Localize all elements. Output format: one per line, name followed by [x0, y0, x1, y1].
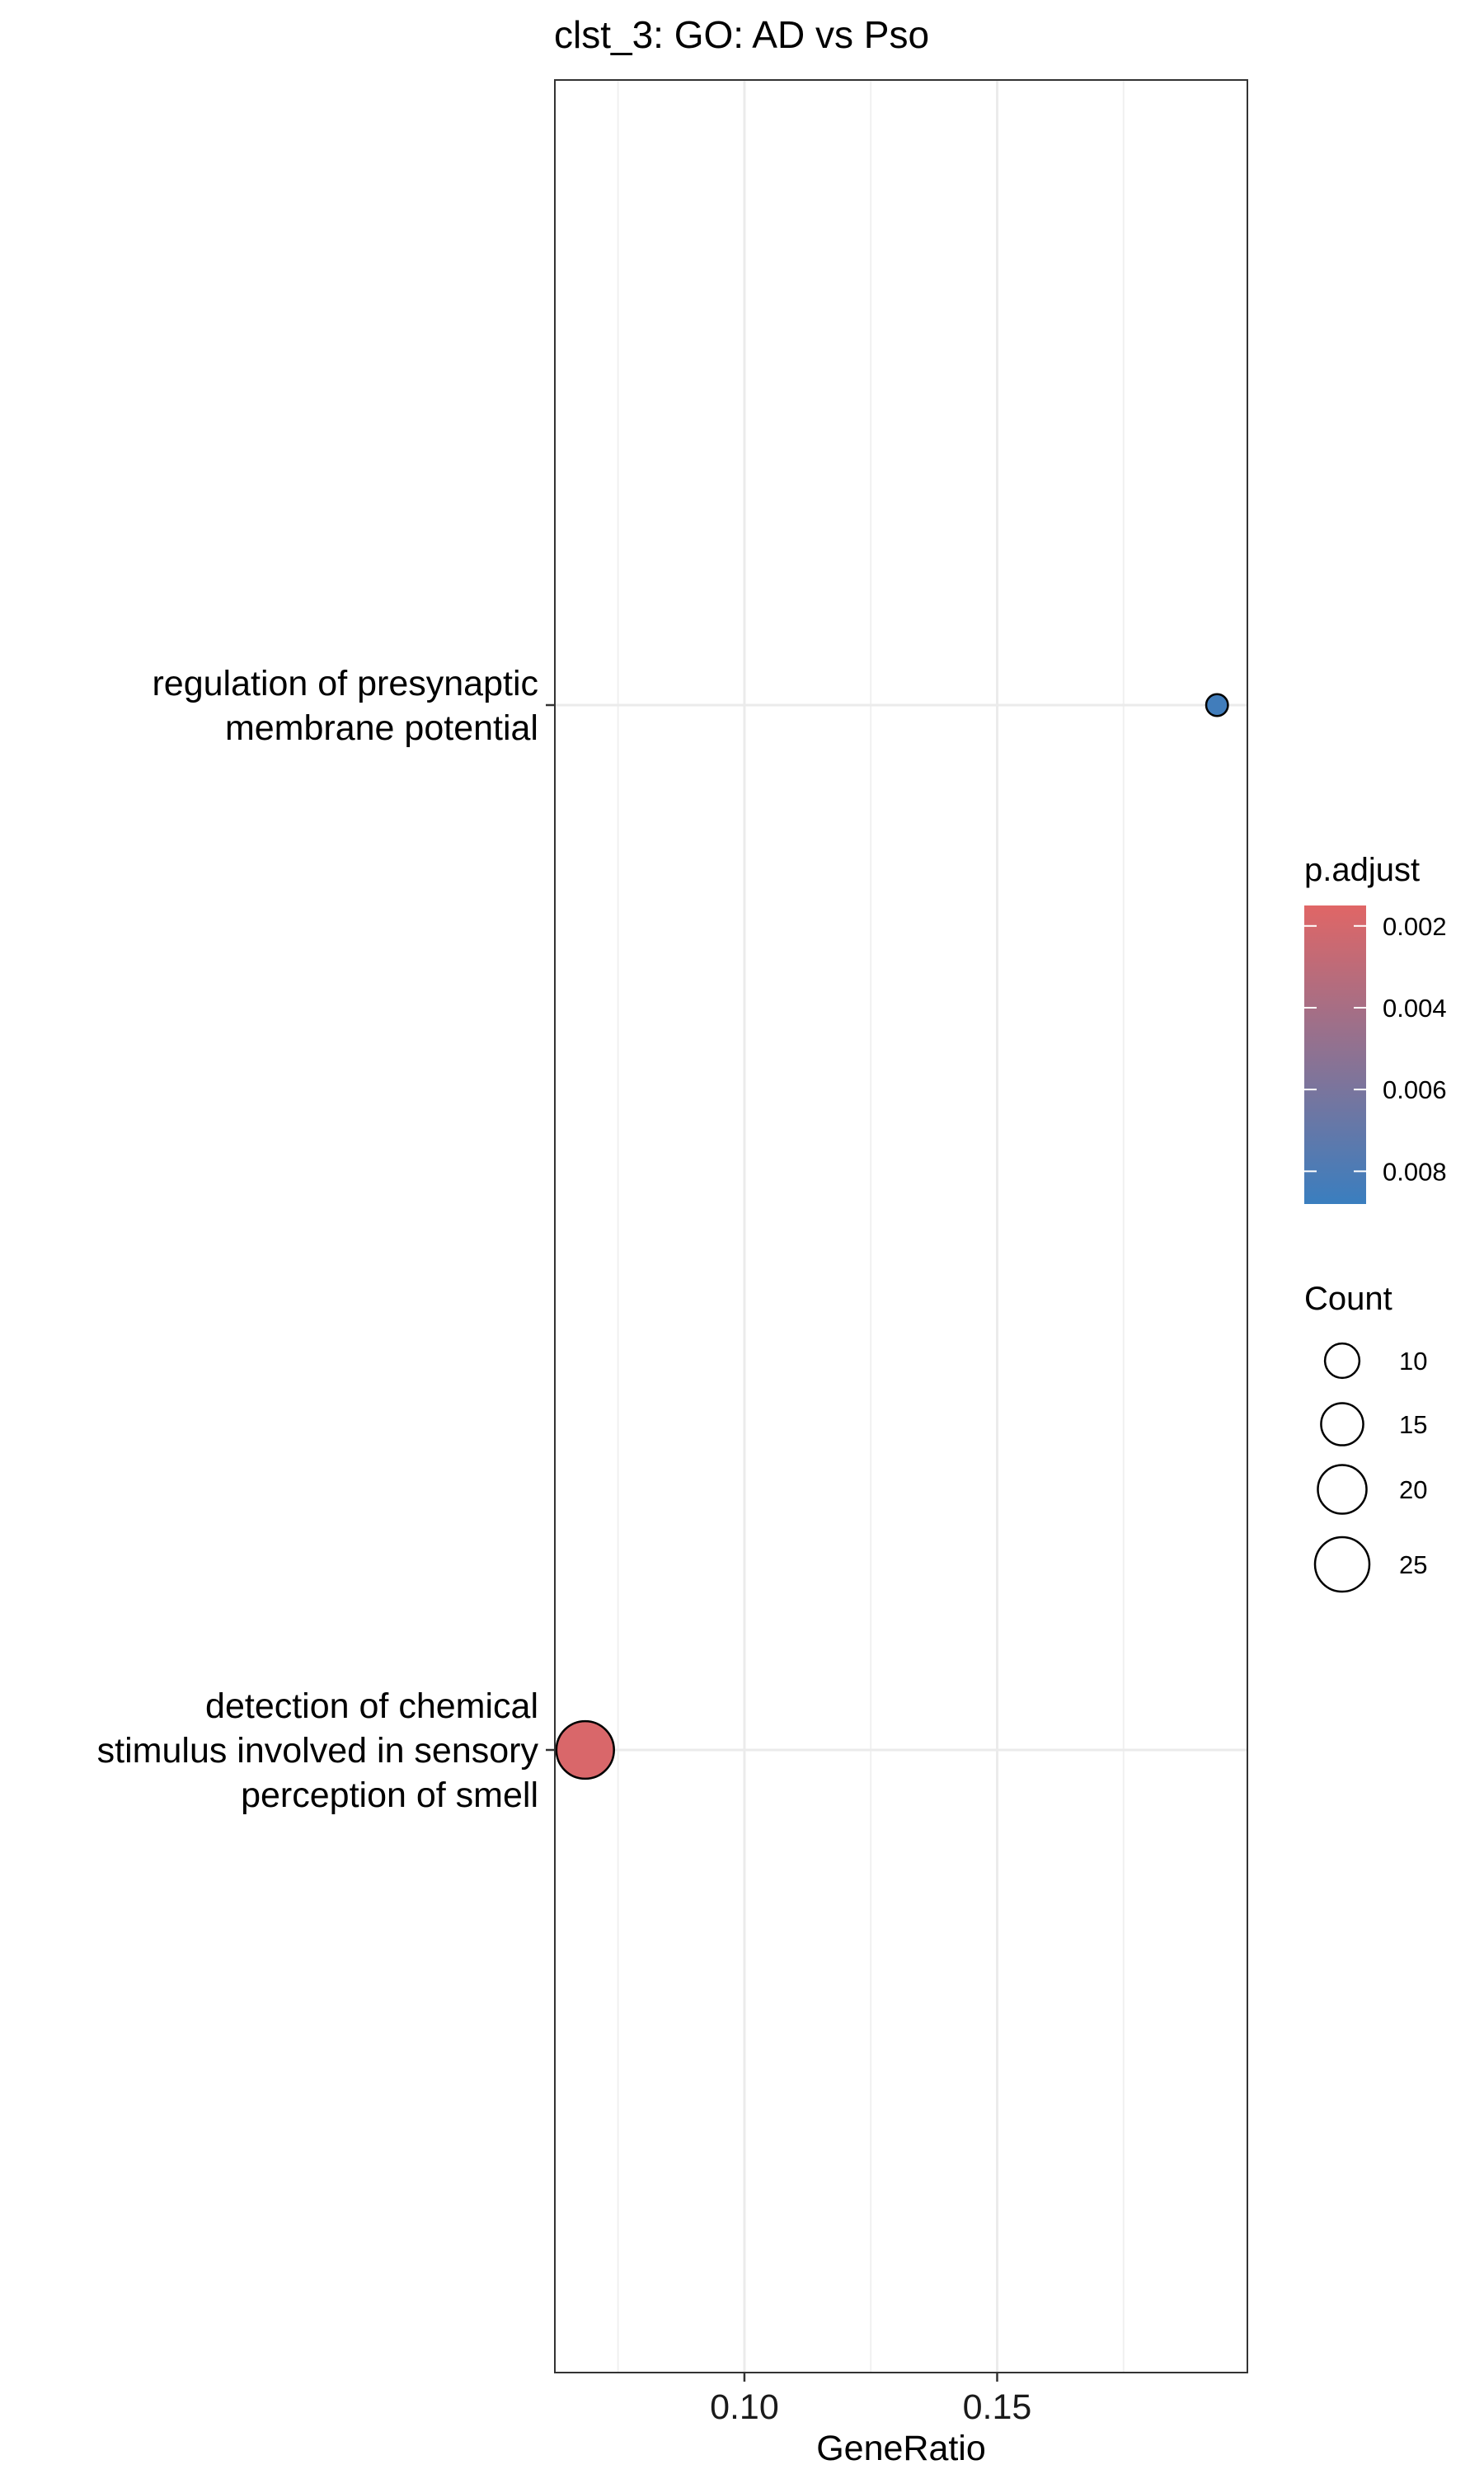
y-axis-label-0: regulation of presynaptic membrane potent…: [152, 664, 538, 748]
x-axis-tick-label-1: 0.15: [963, 2387, 1032, 2427]
grid-lines: [555, 80, 1247, 2373]
color-legend-title: p.adjust: [1304, 852, 1420, 888]
size-legend-label-3: 25: [1399, 1550, 1427, 1579]
size-legend-label-1: 15: [1399, 1410, 1427, 1439]
size-legend-title: Count: [1304, 1281, 1392, 1317]
data-point-1: [555, 1719, 615, 1780]
data-points: [555, 693, 1229, 1780]
x-axis-ticks: 0.10 0.15: [710, 2373, 1031, 2427]
size-legend-keys: 10 15 20 25: [1313, 1342, 1427, 1593]
x-axis-tick-label-0: 0.10: [710, 2387, 779, 2427]
plot-panel-background: [555, 80, 1247, 2373]
y-axis-label-line: detection of chemical: [205, 1686, 538, 1726]
color-legend-label-0: 0.002: [1383, 912, 1447, 941]
size-legend-circle-0: [1323, 1342, 1361, 1380]
color-legend: p.adjust 0.002 0.004 0.006 0.008: [1304, 852, 1447, 1204]
y-axis-label-line: membrane potential: [225, 708, 538, 748]
plot-panel-border: [554, 79, 1248, 2373]
size-legend-label-2: 20: [1399, 1475, 1427, 1504]
color-legend-label-1: 0.004: [1383, 994, 1447, 1023]
y-axis-label-1: detection of chemical stimulus involved i…: [97, 1686, 539, 1815]
size-legend-circle-1: [1320, 1402, 1364, 1446]
size-legend-label-0: 10: [1399, 1347, 1427, 1376]
size-legend-circle-2: [1317, 1464, 1368, 1515]
chart-title: clst_3: GO: AD vs Pso: [554, 13, 929, 56]
size-legend-circle-3: [1313, 1536, 1371, 1593]
x-axis-label: GeneRatio: [816, 2429, 986, 2468]
y-axis-label-line: perception of smell: [241, 1776, 538, 1815]
y-axis-label-line: stimulus involved in sensory: [97, 1731, 539, 1771]
size-legend: Count 10 15 20 25: [1304, 1281, 1427, 1593]
color-legend-ticks: 0.002 0.004 0.006 0.008: [1304, 912, 1447, 1186]
color-legend-label-2: 0.006: [1383, 1075, 1447, 1104]
color-legend-label-3: 0.008: [1383, 1157, 1447, 1186]
y-axis-labels: regulation of presynaptic membrane potent…: [97, 664, 555, 1815]
data-point-0: [1205, 693, 1229, 717]
y-axis-label-line: regulation of presynaptic: [152, 664, 538, 703]
color-legend-bar: [1304, 905, 1366, 1204]
